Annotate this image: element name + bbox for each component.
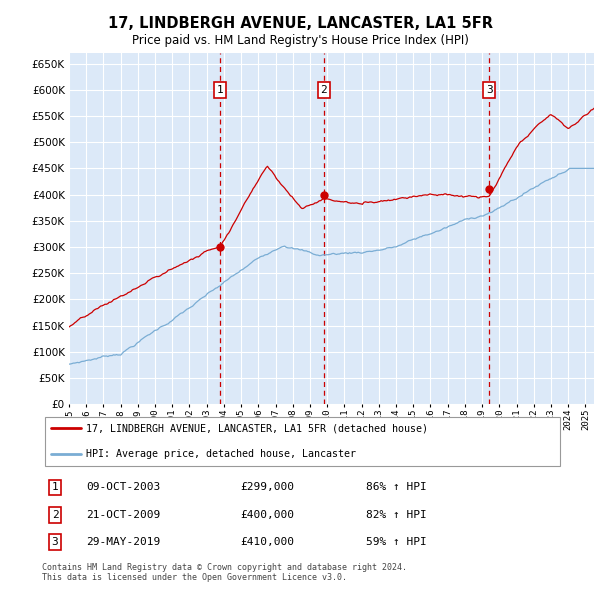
- Text: 29-MAY-2019: 29-MAY-2019: [86, 537, 161, 547]
- Text: 2: 2: [320, 85, 328, 95]
- Text: 86% ↑ HPI: 86% ↑ HPI: [365, 483, 427, 493]
- Text: £400,000: £400,000: [241, 510, 295, 520]
- Text: 82% ↑ HPI: 82% ↑ HPI: [365, 510, 427, 520]
- Text: £410,000: £410,000: [241, 537, 295, 547]
- Text: £299,000: £299,000: [241, 483, 295, 493]
- Text: 21-OCT-2009: 21-OCT-2009: [86, 510, 161, 520]
- Text: 17, LINDBERGH AVENUE, LANCASTER, LA1 5FR (detached house): 17, LINDBERGH AVENUE, LANCASTER, LA1 5FR…: [86, 424, 428, 434]
- Text: 17, LINDBERGH AVENUE, LANCASTER, LA1 5FR: 17, LINDBERGH AVENUE, LANCASTER, LA1 5FR: [107, 16, 493, 31]
- Text: 1: 1: [52, 483, 58, 493]
- Text: 2: 2: [52, 510, 58, 520]
- Text: Contains HM Land Registry data © Crown copyright and database right 2024.
This d: Contains HM Land Registry data © Crown c…: [42, 563, 407, 582]
- Text: HPI: Average price, detached house, Lancaster: HPI: Average price, detached house, Lanc…: [86, 449, 356, 459]
- Text: 3: 3: [486, 85, 493, 95]
- Text: 09-OCT-2003: 09-OCT-2003: [86, 483, 161, 493]
- Text: 3: 3: [52, 537, 58, 547]
- Text: 1: 1: [217, 85, 224, 95]
- Text: Price paid vs. HM Land Registry's House Price Index (HPI): Price paid vs. HM Land Registry's House …: [131, 34, 469, 47]
- FancyBboxPatch shape: [44, 417, 560, 466]
- Text: 59% ↑ HPI: 59% ↑ HPI: [365, 537, 427, 547]
